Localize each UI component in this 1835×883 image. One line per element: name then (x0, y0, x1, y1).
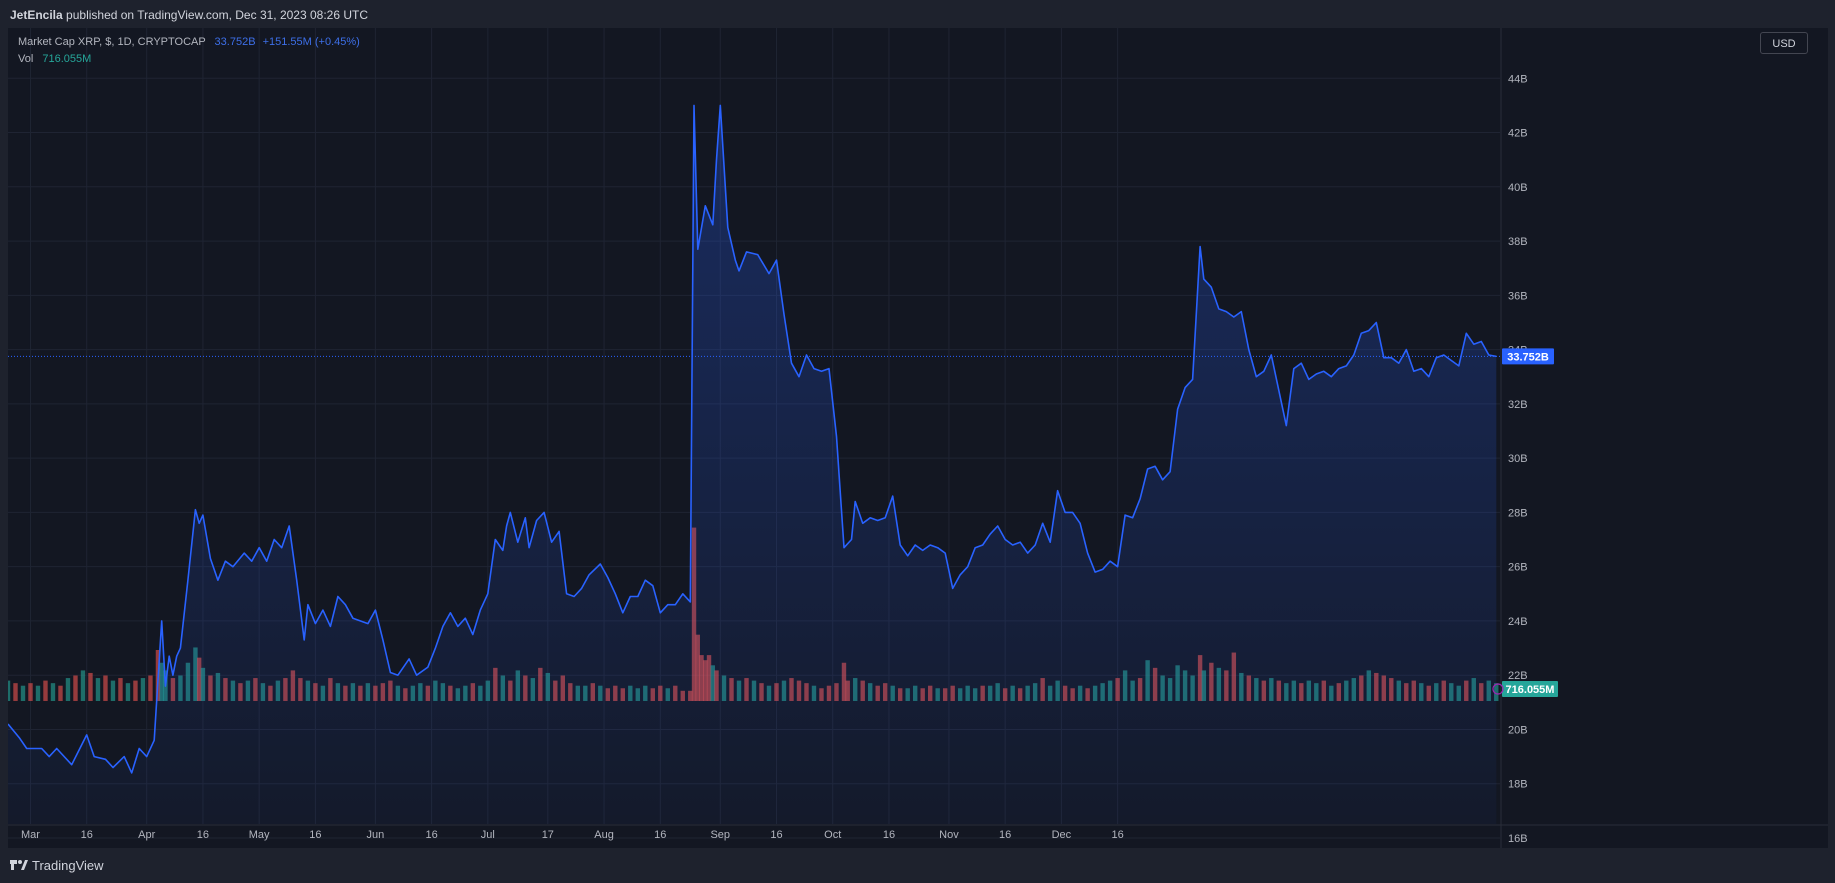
x-tick-label: 16 (197, 829, 209, 841)
publish-header: JetEncila published on TradingView.com, … (0, 0, 1835, 28)
x-tick-label: Sep (710, 829, 730, 841)
x-tick-label: Apr (138, 829, 155, 841)
volume-bar (110, 680, 116, 701)
y-tick-label: 32B (1508, 399, 1528, 411)
x-tick-label: 17 (542, 829, 554, 841)
last-price-tag (1502, 348, 1554, 365)
x-tick-label: 16 (81, 829, 93, 841)
publish-date: published on TradingView.com, Dec 31, 20… (66, 8, 369, 22)
volume-bar (80, 670, 86, 701)
publish-info: JetEncila published on TradingView.com, … (10, 8, 368, 22)
currency-button[interactable]: USD (1760, 32, 1808, 54)
x-tick-label: 16 (654, 829, 666, 841)
x-tick-label: 16 (883, 829, 895, 841)
x-tick-label: 16 (425, 829, 437, 841)
y-tick-label: 18B (1508, 779, 1528, 791)
y-tick-label: 24B (1508, 616, 1528, 628)
x-tick-label: Oct (824, 829, 841, 841)
volume-bar (58, 685, 63, 701)
author-name[interactable]: JetEncila (10, 8, 63, 22)
volume-bar (35, 685, 41, 701)
last-price-label: 33.752B (1507, 351, 1549, 363)
x-tick-label: 16 (770, 829, 782, 841)
volume-bar (28, 683, 33, 701)
x-tick-label: Aug (594, 829, 614, 841)
x-tick-label: 16 (1112, 829, 1124, 841)
volume-bar (8, 680, 11, 701)
crosshair-marker-icon[interactable] (1492, 683, 1504, 695)
x-tick-label: Mar (21, 829, 40, 841)
volume-bar (65, 678, 71, 701)
volume-bar (118, 678, 123, 701)
series-line-market-cap-xrp[interactable] (8, 104, 1497, 774)
legend-volume-row: Vol 716.055M (18, 51, 360, 68)
volume-bar (50, 683, 56, 701)
chart-canvas[interactable]: 44B42B40B38B36B34B32B30B28B26B24B22B20B1… (8, 28, 1828, 848)
volume-bar (13, 683, 18, 701)
x-tick-label: 16 (999, 829, 1011, 841)
y-tick-label: 40B (1508, 182, 1528, 194)
y-tick-label: 20B (1508, 724, 1528, 736)
y-tick-label: 30B (1508, 453, 1528, 465)
y-tick-label: 26B (1508, 562, 1528, 574)
last-volume-label: 716.055M (1506, 684, 1555, 696)
volume-bar (95, 678, 101, 701)
volume-bar (20, 685, 26, 701)
y-tick-label: 38B (1508, 236, 1528, 248)
y-tick-label: 22B (1508, 670, 1528, 682)
legend-vol-label[interactable]: Vol (18, 53, 34, 65)
legend-change: +151.55M (+0.45%) (262, 36, 360, 48)
series-area-fill (8, 105, 1497, 824)
x-tick-label: Nov (939, 829, 959, 841)
x-tick-label: Jul (481, 829, 495, 841)
x-tick-label: May (249, 829, 270, 841)
y-tick-label: 42B (1508, 128, 1528, 140)
volume-bar (88, 672, 93, 701)
legend-main-row: Market Cap XRP, $, 1D, CRYPTOCAP 33.752B… (18, 34, 360, 51)
volume-bar (148, 675, 153, 701)
volume-bar (103, 675, 108, 701)
x-tick-label: Dec (1052, 829, 1072, 841)
y-tick-label: 28B (1508, 507, 1528, 519)
volume-bar (140, 678, 146, 701)
footer: TradingView (0, 848, 1835, 883)
x-tick-label: Jun (367, 829, 385, 841)
volume-bar (125, 683, 131, 701)
volume-bar (73, 675, 78, 701)
y-tick-label: 36B (1508, 290, 1528, 302)
y-tick-label: 16B (1508, 833, 1528, 845)
last-volume-tag (1502, 681, 1558, 697)
x-tick-label: 16 (309, 829, 321, 841)
y-tick-label: 44B (1508, 73, 1528, 85)
chart-legend: Market Cap XRP, $, 1D, CRYPTOCAP 33.752B… (18, 34, 360, 68)
volume-bar (43, 680, 48, 701)
legend-price: 33.752B (214, 36, 256, 48)
footer-brand[interactable]: TradingView (32, 858, 104, 873)
chart-pane[interactable]: 44B42B40B38B36B34B32B30B28B26B24B22B20B1… (8, 28, 1828, 848)
legend-symbol[interactable]: Market Cap XRP, $, 1D, CRYPTOCAP (18, 36, 206, 48)
volume-bar (133, 680, 138, 701)
legend-vol-value: 716.055M (42, 53, 92, 65)
tradingview-logo-icon[interactable] (10, 858, 28, 872)
